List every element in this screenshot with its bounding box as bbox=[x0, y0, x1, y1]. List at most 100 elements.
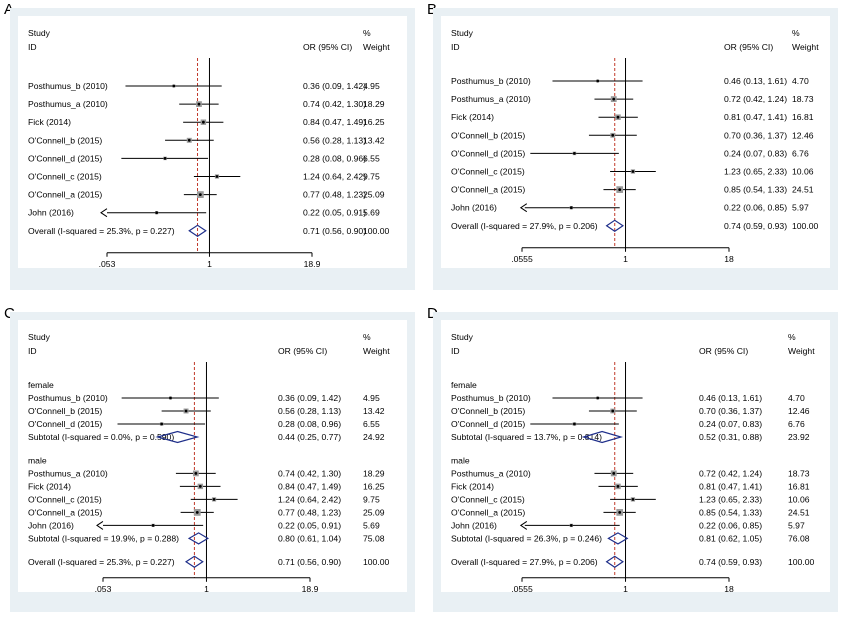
point-estimate bbox=[569, 524, 573, 527]
weight-text: 9.75 bbox=[363, 494, 380, 504]
or-ci-text: 0.74 (0.42, 1.30) bbox=[278, 468, 341, 478]
point-estimate bbox=[184, 409, 188, 413]
weight-text: 10.06 bbox=[788, 494, 810, 504]
study-label: O'Connell_d (2015) bbox=[28, 153, 102, 163]
weight-text: 23.92 bbox=[788, 432, 810, 442]
forest-plot-d: Study ID OR (95% CI)% Weight female Posthumus… bbox=[451, 332, 815, 594]
weight-text: 5.97 bbox=[788, 520, 805, 530]
study-label: O'Connell_a (2015) bbox=[28, 190, 102, 200]
point-estimate bbox=[172, 84, 176, 88]
forest-panel-c: Study ID OR (95% CI)% Weight female Posthumus… bbox=[10, 312, 415, 612]
header-weight: Weight bbox=[363, 346, 390, 356]
or-ci-text: 0.85 (0.54, 1.33) bbox=[699, 507, 762, 517]
point-estimate bbox=[215, 175, 219, 178]
or-ci-text: 0.74 (0.59, 0.93) bbox=[724, 221, 787, 231]
point-estimate bbox=[596, 396, 600, 400]
point-estimate bbox=[616, 485, 620, 488]
ci-arrow bbox=[519, 203, 528, 213]
or-ci-text: 0.81 (0.47, 1.41) bbox=[724, 112, 787, 122]
weight-text: 76.08 bbox=[788, 533, 810, 543]
weight-text: 16.81 bbox=[792, 112, 814, 122]
weight-text: 10.06 bbox=[792, 167, 814, 177]
study-label: O'Connell_c (2015) bbox=[28, 172, 102, 182]
point-estimate bbox=[596, 79, 600, 83]
point-estimate bbox=[618, 188, 622, 192]
weight-text: 4.70 bbox=[792, 76, 809, 86]
x-tick-label: 18 bbox=[724, 584, 734, 594]
study-label: Fick (2014) bbox=[451, 481, 494, 491]
or-ci-text: 0.81 (0.62, 1.05) bbox=[699, 533, 762, 543]
forest-panel-d: Study ID OR (95% CI)% Weight female Posthumus… bbox=[433, 312, 838, 612]
study-label: Posthumus_b (2010) bbox=[451, 393, 531, 403]
x-tick-label: .053 bbox=[99, 259, 116, 269]
or-ci-text: 0.74 (0.59, 0.93) bbox=[699, 557, 762, 567]
weight-text: 6.76 bbox=[788, 419, 805, 429]
point-estimate bbox=[612, 472, 616, 475]
point-estimate bbox=[631, 170, 635, 173]
subtotal-diamond bbox=[607, 532, 629, 545]
plot-region bbox=[18, 320, 407, 592]
ci-arrow bbox=[96, 520, 104, 530]
weight-text: 16.25 bbox=[363, 117, 385, 127]
or-ci-text: 0.22 (0.05, 0.91) bbox=[303, 208, 366, 218]
study-label: O'Connell_b (2015) bbox=[451, 406, 525, 416]
subtotal-diamond bbox=[187, 532, 210, 545]
or-ci-text: 1.24 (0.64, 2.42) bbox=[278, 494, 341, 504]
forest-panel-a: Study ID OR (95% CI)% Weight Posthumus_b (20… bbox=[10, 8, 415, 290]
point-estimate bbox=[195, 511, 199, 514]
weight-text: 18.29 bbox=[363, 468, 385, 478]
panel-letter-b: B bbox=[427, 1, 438, 18]
or-ci-text: 0.71 (0.56, 0.90) bbox=[278, 557, 341, 567]
x-tick-label: 1 bbox=[623, 254, 628, 264]
weight-text: 4.95 bbox=[363, 393, 380, 403]
point-estimate bbox=[573, 422, 576, 426]
weight-text: 25.09 bbox=[363, 190, 385, 200]
or-ci-text: 0.44 (0.25, 0.77) bbox=[278, 432, 341, 442]
study-label: O'Connell_d (2015) bbox=[451, 419, 525, 429]
weight-text: 6.55 bbox=[363, 419, 380, 429]
point-estimate bbox=[198, 193, 202, 197]
header-or: OR (95% CI) bbox=[278, 346, 327, 356]
weight-text: 16.81 bbox=[788, 481, 810, 491]
study-label: Posthumus_a (2010) bbox=[451, 468, 531, 478]
weight-text: 16.25 bbox=[363, 481, 385, 491]
point-estimate bbox=[194, 472, 198, 475]
or-ci-text: 0.85 (0.54, 1.33) bbox=[724, 185, 787, 195]
point-estimate bbox=[569, 206, 573, 210]
weight-text: 4.95 bbox=[363, 81, 380, 91]
x-tick-label: 18 bbox=[724, 254, 734, 264]
point-estimate bbox=[573, 152, 576, 155]
weight-text: 25.09 bbox=[363, 507, 385, 517]
header-study: Study bbox=[28, 28, 51, 38]
forest-plot-c: Study ID OR (95% CI)% Weight female Posthumus… bbox=[28, 332, 390, 594]
study-label: Posthumus_a (2010) bbox=[451, 94, 531, 104]
or-ci-text: 0.72 (0.42, 1.24) bbox=[724, 94, 787, 104]
header-id: ID bbox=[451, 346, 460, 356]
study-label: John (2016) bbox=[28, 208, 74, 218]
weight-text: 13.42 bbox=[363, 406, 385, 416]
panel-letter-d: D bbox=[427, 305, 438, 322]
weight-text: 100.00 bbox=[363, 226, 390, 236]
or-ci-text: 0.36 (0.09, 1.42) bbox=[303, 81, 366, 91]
point-estimate bbox=[197, 102, 201, 106]
header-weight: Weight bbox=[788, 346, 815, 356]
study-label: O'Connell_c (2015) bbox=[451, 167, 525, 177]
study-label: John (2016) bbox=[28, 520, 74, 530]
study-label: O'Connell_a (2015) bbox=[451, 507, 525, 517]
or-ci-text: 0.74 (0.42, 1.30) bbox=[303, 99, 366, 109]
point-estimate bbox=[631, 498, 635, 501]
header-study: Study bbox=[451, 28, 474, 38]
or-ci-text: 0.24 (0.07, 0.83) bbox=[699, 419, 762, 429]
subtotal-label: Subtotal (I-squared = 13.7%, p = 0.314) bbox=[451, 432, 602, 442]
point-estimate bbox=[612, 97, 616, 101]
x-tick-label: 1 bbox=[204, 584, 209, 594]
study-label: O'Connell_d (2015) bbox=[451, 148, 525, 158]
point-estimate bbox=[212, 498, 216, 501]
header-percent: % bbox=[792, 28, 800, 38]
or-ci-text: 0.72 (0.42, 1.24) bbox=[699, 468, 762, 478]
or-ci-text: 0.84 (0.47, 1.49) bbox=[303, 117, 366, 127]
point-estimate bbox=[611, 133, 615, 137]
study-label: O'Connell_c (2015) bbox=[28, 494, 102, 504]
or-ci-text: 1.23 (0.65, 2.33) bbox=[699, 494, 762, 504]
weight-text: 12.46 bbox=[792, 130, 814, 140]
